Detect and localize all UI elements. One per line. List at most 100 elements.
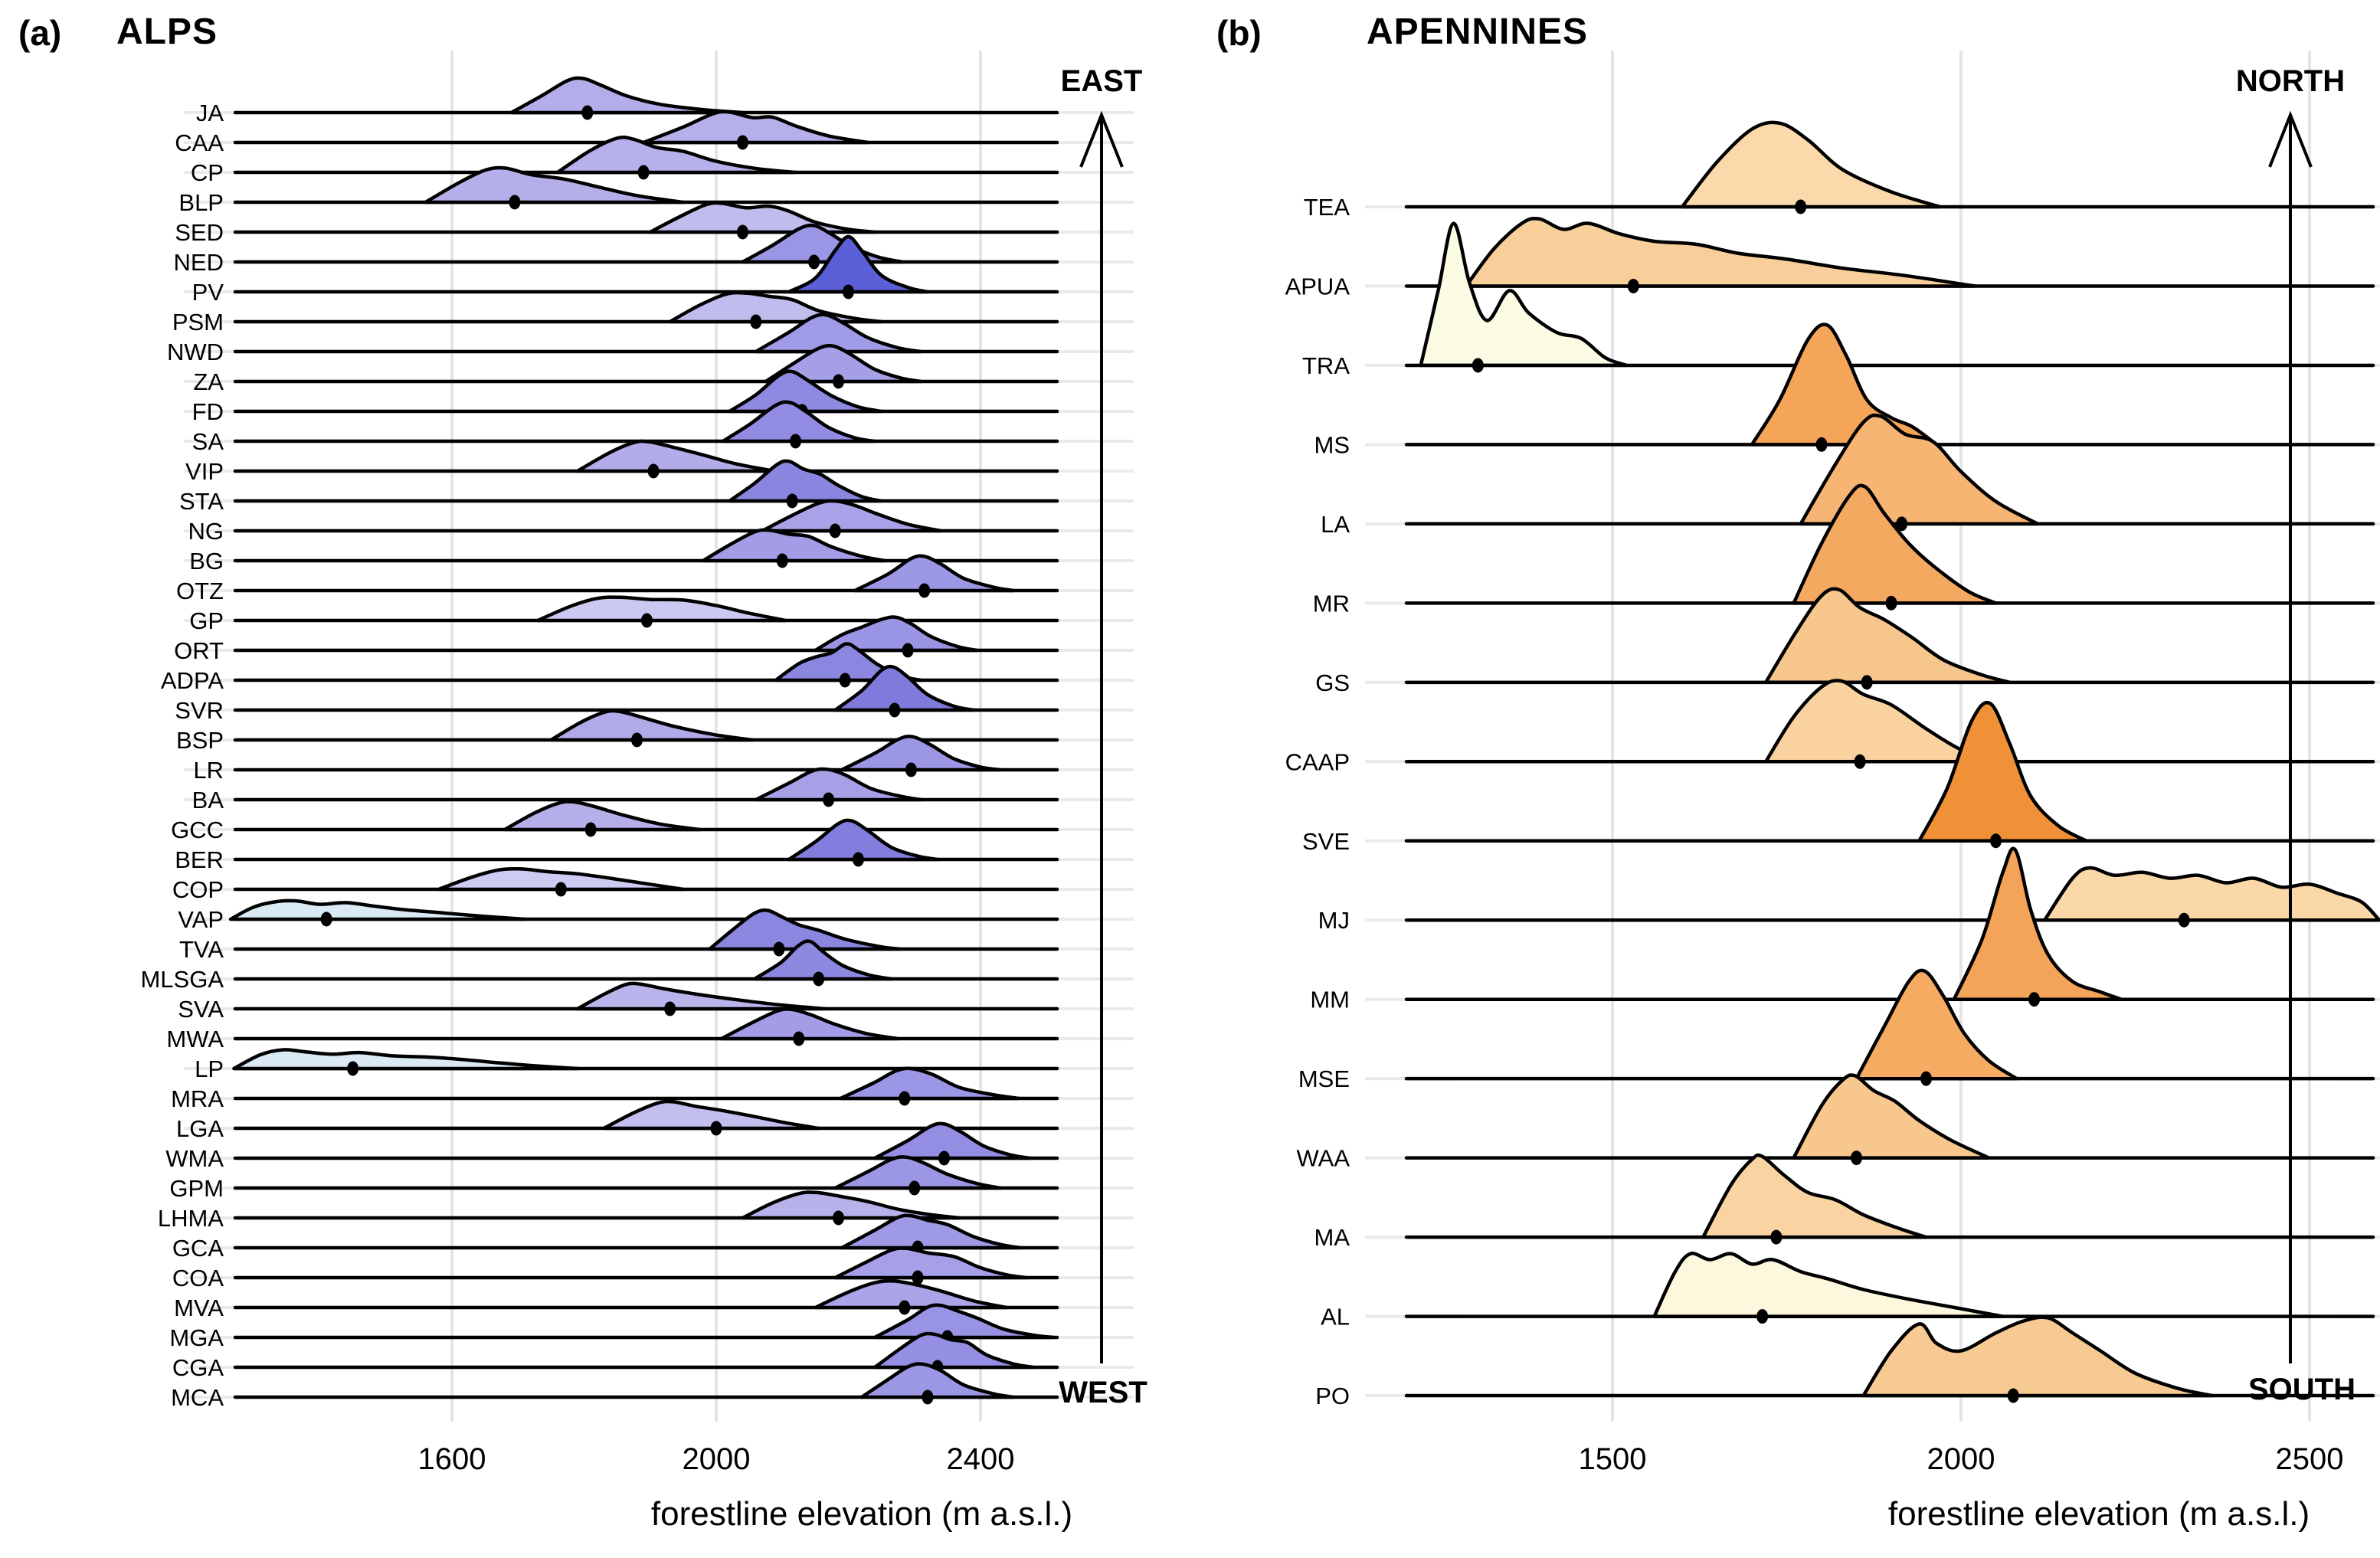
median-dot-CP	[637, 165, 650, 180]
direction-arrowhead-icon-a	[1079, 110, 1124, 168]
median-dot-BG	[776, 553, 788, 568]
row-label-VAP: VAP	[178, 906, 224, 933]
row-label-TEA: TEA	[1304, 194, 1350, 221]
median-dot-MRA	[899, 1091, 911, 1106]
ridge-MSE	[1855, 968, 2019, 1081]
row-label-LR: LR	[193, 757, 224, 784]
median-dot-JA	[581, 105, 594, 120]
ridge-NWD	[754, 313, 923, 354]
median-dot-WMA	[938, 1150, 951, 1166]
median-dot-SVR	[889, 702, 901, 718]
median-dot-SVE	[1990, 833, 2002, 849]
median-dot-VIP	[647, 463, 660, 479]
row-label-BLP: BLP	[178, 189, 224, 216]
median-dot-TEA	[1795, 199, 1807, 214]
row-label-TRA: TRA	[1302, 352, 1350, 379]
median-dot-MR	[1885, 595, 1897, 610]
median-dot-ADPA	[839, 673, 851, 688]
ridge-GCA	[840, 1213, 1023, 1250]
median-dot-SVA	[664, 1001, 676, 1016]
median-dot-NG	[829, 523, 841, 538]
row-label-NED: NED	[174, 249, 224, 276]
row-label-LGA: LGA	[176, 1115, 224, 1142]
row-label-COA: COA	[172, 1265, 224, 1291]
median-dot-SED	[737, 224, 748, 240]
row-label-PO: PO	[1315, 1383, 1350, 1409]
ridge-SVE	[1917, 700, 2089, 843]
row-label-LP: LP	[195, 1056, 224, 1082]
ridge-BSP	[549, 709, 755, 742]
ridge-FD	[728, 369, 883, 414]
ridge-MVA	[814, 1279, 1009, 1310]
median-dot-OTZ	[918, 583, 931, 598]
ridge-LHMA	[741, 1190, 961, 1220]
panel-b-direction-bottom: SOUTH	[2248, 1373, 2355, 1406]
median-dot-MVA	[899, 1300, 911, 1315]
row-label-SED: SED	[175, 219, 224, 246]
median-dot-MS	[1815, 437, 1828, 452]
ridge-ZA	[764, 344, 923, 384]
row-label-BER: BER	[175, 846, 224, 873]
ridge-SVA	[575, 981, 827, 1011]
median-dot-PO	[2007, 1388, 2019, 1403]
median-dot-APUA	[1627, 278, 1639, 293]
median-dot-MSE	[1920, 1071, 1932, 1086]
row-label-FD: FD	[192, 398, 224, 425]
ridge-MCA	[859, 1362, 1016, 1399]
row-label-MA: MA	[1314, 1224, 1350, 1251]
panel-a-direction-bottom: WEST	[1059, 1376, 1147, 1409]
row-label-TVA: TVA	[179, 936, 224, 963]
ridge-TVA	[708, 908, 902, 951]
median-dot-GPM	[908, 1180, 921, 1196]
row-label-COP: COP	[172, 876, 224, 903]
ridge-CGA	[872, 1331, 1036, 1370]
median-dot-PSM	[750, 314, 762, 329]
ridge-BLP	[424, 165, 686, 205]
ridge-TEA	[1680, 120, 1942, 209]
panel-b-x-axis-label: forestline elevation (m a.s.l.)	[1887, 1495, 2310, 1533]
panel-a-x-axis-label: forestline elevation (m a.s.l.)	[650, 1495, 1073, 1533]
ridge-GP	[535, 595, 787, 623]
row-label-SA: SA	[192, 428, 224, 455]
ridge-CAA	[641, 110, 870, 145]
median-dot-LA	[1896, 516, 1908, 532]
row-label-MWA: MWA	[166, 1026, 224, 1052]
row-label-WMA: WMA	[165, 1145, 224, 1172]
row-label-NG: NG	[188, 518, 224, 545]
median-dot-COP	[555, 882, 567, 897]
row-label-CGA: CGA	[172, 1354, 224, 1381]
row-label-AL: AL	[1321, 1304, 1350, 1331]
median-dot-BER	[852, 852, 864, 867]
row-label-OTZ: OTZ	[176, 578, 224, 604]
ridge-MGA	[872, 1303, 1056, 1340]
ridge-APUA	[1464, 216, 1977, 288]
ridge-LR	[840, 735, 1003, 772]
median-dot-GCC	[584, 822, 597, 837]
row-label-ADPA: ADPA	[161, 667, 224, 694]
row-label-VIP: VIP	[185, 458, 224, 485]
ridge-ORT	[814, 615, 979, 653]
ridge-LP	[232, 1048, 580, 1071]
tick-label-b-1500: 1500	[1579, 1442, 1647, 1476]
ridge-WAA	[1792, 1073, 1991, 1160]
row-label-GCC: GCC	[171, 817, 224, 843]
ridge-SVR	[833, 664, 976, 712]
ridge-SED	[648, 201, 877, 234]
tick-label-a-2400: 2400	[947, 1442, 1015, 1476]
median-dot-BSP	[631, 732, 643, 748]
row-label-GPM: GPM	[169, 1175, 224, 1202]
direction-arrowhead-icon-b	[2268, 110, 2313, 168]
row-label-MRA: MRA	[171, 1085, 224, 1112]
ridge-MA	[1701, 1153, 1928, 1239]
row-label-CAAP: CAAP	[1285, 748, 1350, 775]
ridge-BA	[754, 767, 923, 802]
median-dot-MJ	[2178, 912, 2190, 928]
row-label-BG: BG	[189, 548, 224, 574]
row-label-MLSGA: MLSGA	[140, 966, 224, 993]
ridge-GCC	[503, 800, 702, 832]
ridge-MR	[1792, 483, 1998, 605]
median-dot-LR	[905, 762, 917, 777]
row-label-GCA: GCA	[172, 1235, 224, 1262]
